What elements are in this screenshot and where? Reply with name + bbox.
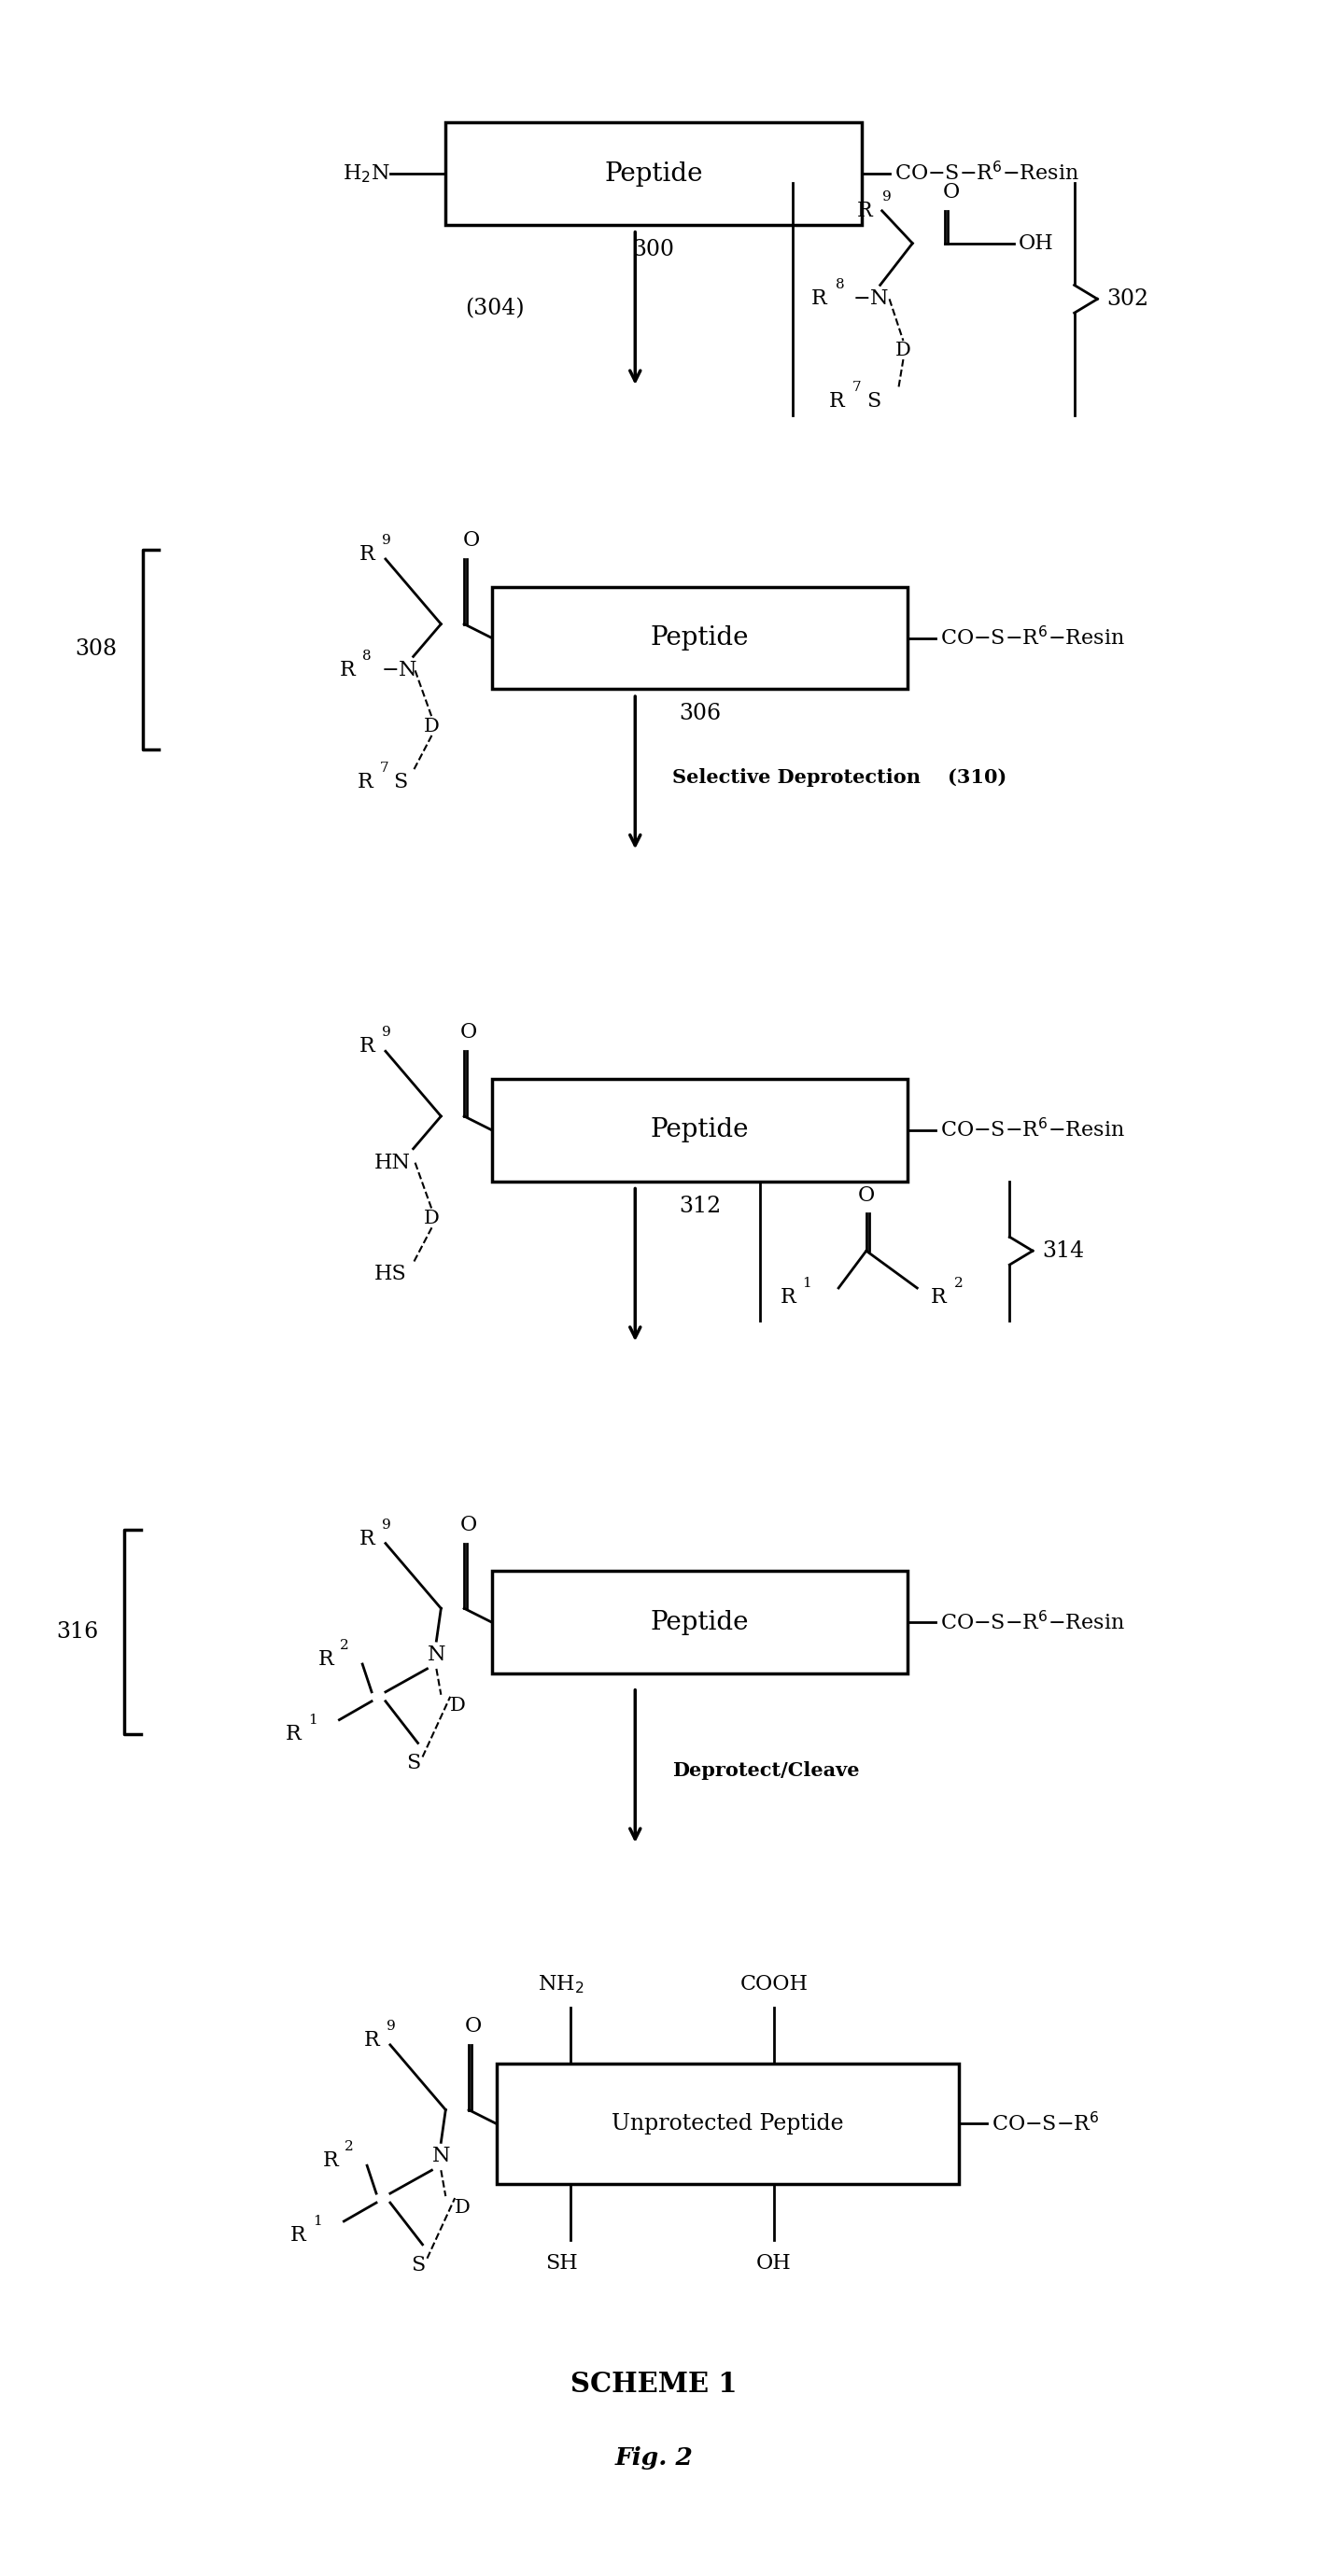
- Text: Unprotected Peptide: Unprotected Peptide: [611, 2112, 844, 2136]
- Text: CO$-$S$-$R$^6$$-$Resin: CO$-$S$-$R$^6$$-$Resin: [894, 162, 1078, 185]
- Text: R: R: [781, 1288, 796, 1309]
- Text: S: S: [410, 2254, 425, 2275]
- Bar: [492, 587, 908, 688]
- Text: D: D: [896, 340, 912, 358]
- Text: O: O: [460, 1023, 478, 1043]
- Text: O: O: [943, 183, 960, 204]
- Text: D: D: [423, 716, 439, 734]
- Text: R: R: [357, 773, 373, 793]
- Text: S: S: [393, 773, 407, 793]
- Text: CO$-$S$-$R$^6$$-$Resin: CO$-$S$-$R$^6$$-$Resin: [941, 626, 1125, 649]
- Text: 306: 306: [679, 703, 721, 724]
- Text: 9: 9: [386, 2020, 396, 2032]
- Text: Fig. 2: Fig. 2: [614, 2447, 693, 2470]
- Text: R: R: [360, 544, 376, 564]
- Text: 316: 316: [57, 1620, 99, 1643]
- Text: O: O: [460, 1515, 478, 1535]
- Text: R: R: [286, 1723, 302, 1744]
- Bar: [446, 124, 861, 224]
- Text: 308: 308: [75, 639, 118, 659]
- Bar: [496, 2063, 959, 2184]
- Bar: [492, 1571, 908, 1674]
- Text: R: R: [360, 1528, 376, 1548]
- Text: D: D: [423, 1211, 439, 1226]
- Text: 1: 1: [803, 1278, 811, 1291]
- Text: H$_2$N: H$_2$N: [343, 162, 390, 185]
- Text: Peptide: Peptide: [651, 626, 749, 652]
- Text: COOH: COOH: [740, 1973, 808, 1994]
- Text: D: D: [455, 2197, 471, 2215]
- Text: 2: 2: [345, 2141, 355, 2154]
- Text: Peptide: Peptide: [651, 1118, 749, 1144]
- Text: R: R: [318, 1649, 333, 1669]
- Text: Deprotect/Cleave: Deprotect/Cleave: [672, 1762, 860, 1780]
- Text: 1: 1: [312, 2215, 321, 2228]
- Text: O: O: [857, 1185, 875, 1206]
- Text: SH: SH: [545, 2254, 577, 2275]
- Text: O: O: [464, 2017, 482, 2038]
- Text: CO$-$S$-$R$^6$: CO$-$S$-$R$^6$: [991, 2112, 1099, 2136]
- Text: $-$N: $-$N: [381, 659, 418, 680]
- Text: R: R: [811, 289, 827, 309]
- Text: 314: 314: [1043, 1239, 1084, 1262]
- Text: HS: HS: [374, 1265, 407, 1285]
- Text: 2: 2: [954, 1278, 963, 1291]
- Text: 9: 9: [382, 533, 390, 546]
- Text: 9: 9: [882, 191, 892, 204]
- Text: R: R: [339, 659, 355, 680]
- Text: 312: 312: [679, 1195, 721, 1216]
- Text: R: R: [931, 1288, 947, 1309]
- Text: 2: 2: [340, 1638, 349, 1651]
- Bar: [492, 1079, 908, 1182]
- Text: 9: 9: [382, 1025, 390, 1038]
- Text: N: N: [427, 1643, 446, 1664]
- Text: 8: 8: [836, 278, 845, 291]
- Text: R: R: [290, 2226, 306, 2246]
- Text: 7: 7: [852, 381, 861, 394]
- Text: O: O: [463, 531, 480, 551]
- Text: N: N: [431, 2146, 450, 2166]
- Text: OH: OH: [757, 2254, 791, 2275]
- Text: 9: 9: [382, 1517, 390, 1530]
- Text: 300: 300: [632, 240, 675, 260]
- Text: 8: 8: [363, 649, 372, 662]
- Text: 302: 302: [1106, 289, 1148, 309]
- Text: 7: 7: [380, 762, 389, 775]
- Text: R: R: [323, 2151, 339, 2172]
- Text: D: D: [450, 1698, 466, 1716]
- Text: (304): (304): [464, 299, 524, 319]
- Text: R: R: [857, 201, 873, 222]
- Text: Peptide: Peptide: [651, 1610, 749, 1636]
- Text: R: R: [830, 392, 845, 412]
- Text: $-$N: $-$N: [852, 289, 889, 309]
- Text: OH: OH: [1019, 232, 1054, 252]
- Text: S: S: [867, 392, 881, 412]
- Text: CO$-$S$-$R$^6$$-$Resin: CO$-$S$-$R$^6$$-$Resin: [941, 1118, 1125, 1141]
- Text: SCHEME 1: SCHEME 1: [570, 2370, 737, 2398]
- Text: S: S: [406, 1754, 421, 1775]
- Text: HN: HN: [374, 1151, 411, 1172]
- Text: CO$-$S$-$R$^6$$-$Resin: CO$-$S$-$R$^6$$-$Resin: [941, 1610, 1125, 1633]
- Text: Selective Deprotection    (310): Selective Deprotection (310): [672, 768, 1007, 786]
- Text: 1: 1: [308, 1713, 318, 1726]
- Text: R: R: [364, 2030, 380, 2050]
- Text: R: R: [360, 1036, 376, 1056]
- Text: NH$_2$: NH$_2$: [538, 1973, 585, 1996]
- Text: Peptide: Peptide: [605, 162, 703, 185]
